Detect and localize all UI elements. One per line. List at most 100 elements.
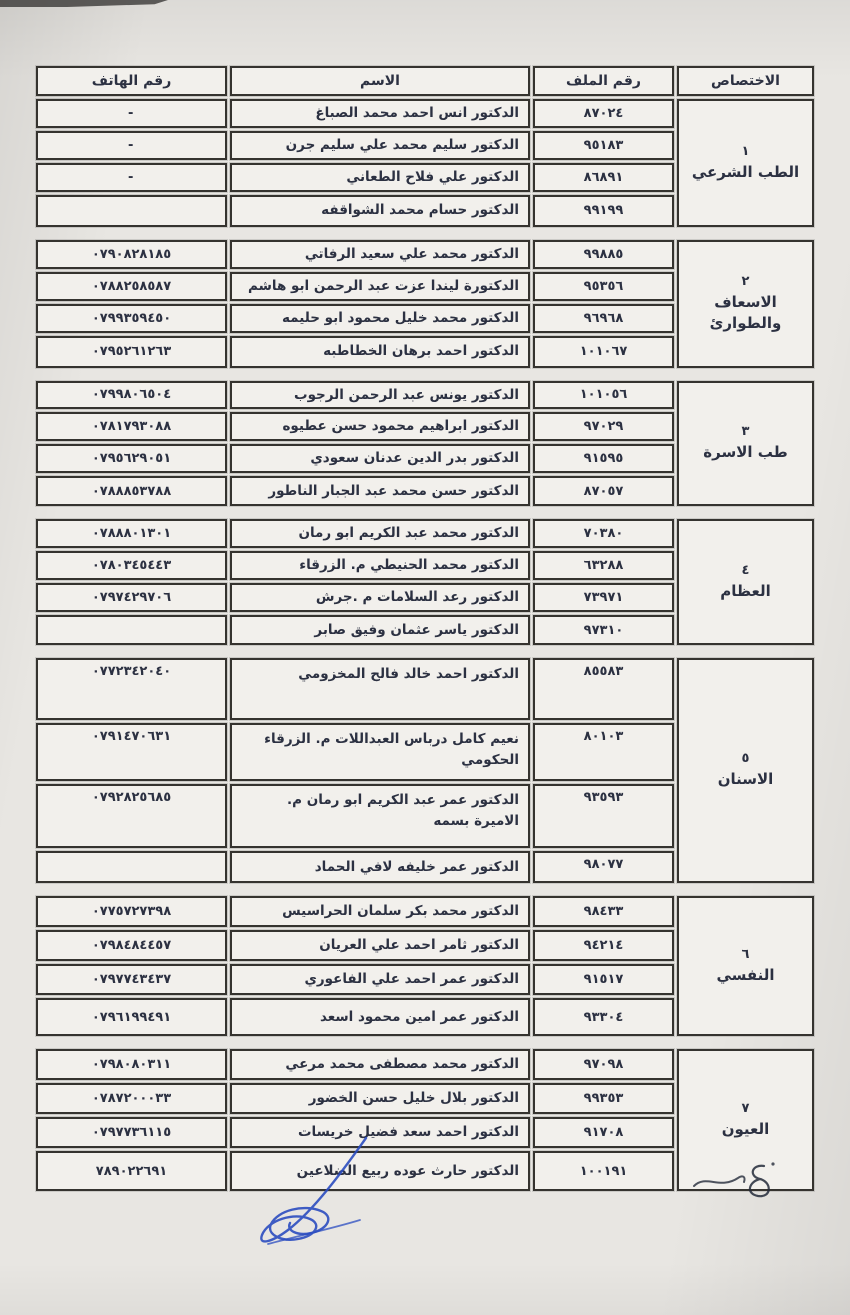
group-rows: ٩٧٠٩٨ الدكتور محمد مصطفى محمد مرعي ٠٧٩٨٠٨٠… — [36, 1049, 674, 1192]
doctor-row: ٨٧٠٥٧ الدكتور حسن محمد عبد الجبار الناطور… — [36, 476, 674, 507]
doctor-row: ٩٦٩٦٨ الدكتور محمد خليل محمود ابو حليمه ٠٧… — [36, 303, 674, 333]
phone-cell: - — [36, 130, 227, 160]
file-number-cell: ١٠١٠٦٧ — [533, 335, 674, 368]
file-number-cell: ٩٧٠٢٩ — [533, 412, 674, 442]
specialty-group: ٤ العظام ٧٠٣٨٠ الدكتور محمد عبد الكريم ابو … — [36, 519, 814, 646]
doctor-name-cell: الدكتور حارث عوده ربيع الضلاعين — [230, 1151, 530, 1192]
doctor-row: ٩٩١٩٩ الدكتور حسام محمد الشواقفه — [36, 194, 674, 227]
doctor-name-cell: نعيم كامل درباس العبداللات م. الزرقاء ال… — [230, 723, 530, 782]
doctor-row: ٩٩٨٨٥ الدكتور محمد علي سعيد الرفاتي ٠٧٩٠٨٢… — [36, 239, 674, 269]
specialization-cell: ٢ الاسعاف والطوارئ — [677, 239, 814, 368]
doctor-row: ٩١٧٠٨ الدكتور احمد سعد فضيل خريسات ٠٧٩٧٧٣٦… — [36, 1117, 674, 1149]
phone-cell: ٠٧٩٥٢٦١٢٦٣ — [36, 335, 227, 368]
group-rows: ٩٨٤٣٣ الدكتور محمد بكر سلمان الحراسيس ٠٧٧٥… — [36, 896, 674, 1037]
table-groups: ١ الطب الشرعي ٨٧٠٢٤ الدكتور انس احمد محمد ا… — [36, 96, 814, 1192]
phone-cell: ٠٧٧٥٧٢٧٣٩٨ — [36, 896, 227, 928]
doctor-name-cell: الدكتور محمد علي سعيد الرفاتي — [230, 239, 530, 269]
phone-cell: ٠٧٩٨٠٨٠٣١١ — [36, 1049, 227, 1081]
specialization-cell: ٥ الاسنان — [677, 658, 814, 884]
phone-cell — [36, 615, 227, 646]
specialty-group: ٢ الاسعاف والطوارئ ٩٩٨٨٥ الدكتور محمد علي س… — [36, 239, 814, 368]
phone-cell — [36, 851, 227, 884]
doctor-name-cell: الدكتور حسام محمد الشواقفه — [230, 194, 530, 227]
specialization-label: العظام — [720, 582, 771, 601]
specialization-cell: ١ الطب الشرعي — [677, 99, 814, 227]
file-number-cell: ٩٧٠٩٨ — [533, 1049, 674, 1081]
file-number-cell: ٨٥٥٨٣ — [533, 658, 674, 721]
specialization-cell: ٤ العظام — [677, 519, 814, 646]
phone-cell: ٠٧٩٩٣٥٩٤٥٠ — [36, 303, 227, 333]
file-number-cell: ٩١٧٠٨ — [533, 1117, 674, 1149]
doctor-row: ١٠١٠٦٧ الدكتور احمد برهان الخطاطبه ٠٧٩٥٢٦١… — [36, 335, 674, 368]
table-header: الاختصاص رقم الملف الاسم رقم الهاتف — [36, 66, 814, 96]
header-cell-specialization: الاختصاص — [677, 66, 814, 96]
specialty-group: ٦ النفسي ٩٨٤٣٣ الدكتور محمد بكر سلمان الحرا… — [36, 896, 814, 1037]
doctor-name-cell: الدكتور محمد عبد الكريم ابو رمان — [230, 519, 530, 549]
phone-cell: ٠٧٩٨٤٨٤٤٥٧ — [36, 930, 227, 962]
phone-cell: ٠٧٨٨٨٠١٣٠١ — [36, 519, 227, 549]
phone-cell: ٠٧٩١٤٧٠٦٣١ — [36, 723, 227, 782]
phone-cell: ٠٧٨٧٢٠٠٠٣٣ — [36, 1083, 227, 1115]
doctor-name-cell: الدكتور ثامر احمد علي العريان — [230, 930, 530, 962]
file-number-cell: ٩٨٠٧٧ — [533, 851, 674, 884]
doctor-name-cell: الدكتور محمد بكر سلمان الحراسيس — [230, 896, 530, 928]
phone-cell: ٠٧٩٢٨٢٥٦٨٥ — [36, 784, 227, 849]
doctor-name-cell: الدكتور سليم محمد علي سليم جرن — [230, 130, 530, 160]
phone-cell: ٠٧٨١٧٩٣٠٨٨ — [36, 412, 227, 442]
doctor-row: ٩٥٣٥٦ الدكتورة ليندا عزت عبد الرحمن ابو ه… — [36, 271, 674, 301]
phone-cell: ٠٧٨٨٢٥٨٥٨٧ — [36, 271, 227, 301]
file-number-cell: ٧٠٣٨٠ — [533, 519, 674, 549]
doctor-row: ٩٣٥٩٣ الدكتور عمر عبد الكريم ابو رمان م. … — [36, 784, 674, 849]
doctor-row: ٩٧٣١٠ الدكتور ياسر عثمان وفيق صابر — [36, 615, 674, 646]
file-number-cell: ٩٨٤٣٣ — [533, 896, 674, 928]
doctor-row: ٧٣٩٧١ الدكتور رعد السلامات م .جرش ٠٧٩٧٤٢٩٧… — [36, 583, 674, 613]
doctors-table: الاختصاص رقم الملف الاسم رقم الهاتف ١ الط… — [36, 66, 814, 1192]
doctor-name-cell: الدكتور بدر الدين عدنان سعودي — [230, 444, 530, 474]
specialization-cell: ٦ النفسي — [677, 896, 814, 1037]
doctor-name-cell: الدكتور محمد الحنيطي م. الزرقاء — [230, 551, 530, 581]
file-number-cell: ٩٩١٩٩ — [533, 194, 674, 227]
file-number-cell: ٨٧٠٥٧ — [533, 476, 674, 507]
header-cell-name: الاسم — [230, 66, 530, 96]
file-number-cell: ٩٧٣١٠ — [533, 615, 674, 646]
phone-cell: ٠٧٩٠٨٢٨١٨٥ — [36, 239, 227, 269]
specialization-number: ١ — [741, 143, 750, 159]
doctor-name-cell: الدكتور احمد سعد فضيل خريسات — [230, 1117, 530, 1149]
specialization-label: النفسي — [716, 965, 775, 984]
specialty-group: ٥ الاسنان ٨٥٥٨٣ الدكتور احمد خالد فالح المخ… — [36, 658, 814, 884]
doctor-name-cell: الدكتورة ليندا عزت عبد الرحمن ابو هاشم — [230, 271, 530, 301]
phone-cell: ٠٧٩٥٦٢٩٠٥١ — [36, 444, 227, 474]
doctor-row: ٨٥٥٨٣ الدكتور احمد خالد فالح المخزومي ٠٧٧٢… — [36, 658, 674, 721]
doctor-row: ١٠١٠٥٦ الدكتور يونس عبد الرحمن الرجوب ٠٧٩٩… — [36, 380, 674, 410]
specialization-number: ٦ — [741, 946, 750, 962]
phone-cell: ٠٧٩٧٧٣٦١١٥ — [36, 1117, 227, 1149]
file-number-cell: ٩١٥١٧ — [533, 964, 674, 996]
specialization-number: ٥ — [741, 751, 750, 767]
file-number-cell: ٦٣٢٨٨ — [533, 551, 674, 581]
doctor-name-cell: الدكتور حسن محمد عبد الجبار الناطور — [230, 476, 530, 507]
doctor-row: ٩١٥١٧ الدكتور عمر احمد علي الفاعوري ٠٧٩٧٧٤… — [36, 964, 674, 996]
doctor-row: ٩٣٣٠٤ الدكتور عمر امين محمود اسعد ٠٧٩٦١٩٩٤… — [36, 998, 674, 1037]
group-rows: ٩٩٨٨٥ الدكتور محمد علي سعيد الرفاتي ٠٧٩٠٨٢… — [36, 239, 674, 368]
file-number-cell: ٨٦٨٩١ — [533, 162, 674, 192]
specialization-cell: ٣ طب الاسرة — [677, 380, 814, 507]
group-rows: ٧٠٣٨٠ الدكتور محمد عبد الكريم ابو رمان ٠٧٨… — [36, 519, 674, 646]
specialization-number: ٧ — [741, 1100, 750, 1116]
doctor-row: ٨٧٠٢٤ الدكتور انس احمد محمد الصباغ - — [36, 99, 674, 128]
doctor-name-cell: الدكتور ابراهيم محمود حسن عطيوه — [230, 412, 530, 442]
specialization-number: ٣ — [741, 424, 750, 440]
phone-cell: ٧٨٩٠٢٢٦٩١ — [36, 1151, 227, 1192]
file-number-cell: ٩٥٣٥٦ — [533, 271, 674, 301]
phone-cell: ٠٧٩٧٧٤٣٤٣٧ — [36, 964, 227, 996]
phone-cell: ٠٧٨٨٨٥٣٧٨٨ — [36, 476, 227, 507]
phone-cell — [36, 194, 227, 227]
file-number-cell: ٩٩٨٨٥ — [533, 239, 674, 269]
file-number-cell: ٩١٥٩٥ — [533, 444, 674, 474]
specialization-label: الاسعاف والطوارئ — [709, 293, 782, 332]
header-cell-phone: رقم الهاتف — [36, 66, 227, 96]
file-number-cell: ٩٦٩٦٨ — [533, 303, 674, 333]
doctor-row: ٩٤٢١٤ الدكتور ثامر احمد علي العريان ٠٧٩٨٤٨… — [36, 930, 674, 962]
specialty-group: ٣ طب الاسرة ١٠١٠٥٦ الدكتور يونس عبد الرحمن … — [36, 380, 814, 507]
doctor-name-cell: الدكتور ياسر عثمان وفيق صابر — [230, 615, 530, 646]
doctor-row: ٩٧٠٢٩ الدكتور ابراهيم محمود حسن عطيوه ٠٧٨١… — [36, 412, 674, 442]
